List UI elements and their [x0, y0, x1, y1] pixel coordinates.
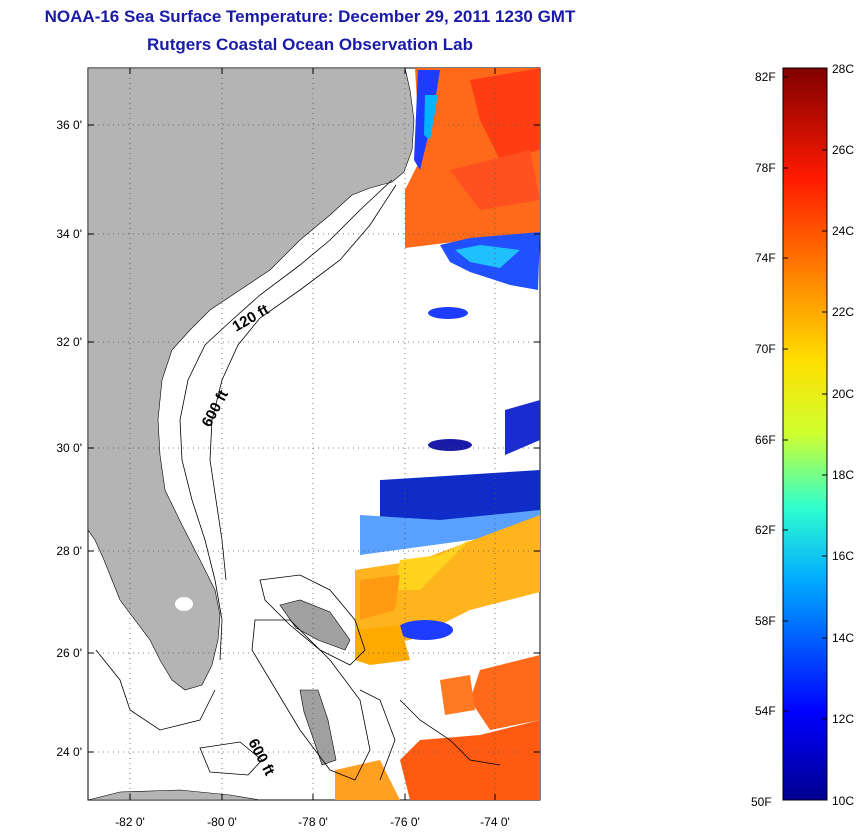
lat-label-28: 28 0' — [56, 544, 82, 558]
colorbar-f-66: 66F — [755, 433, 776, 447]
map-gridlines — [88, 68, 540, 800]
colorbar-c-24: 24C — [832, 224, 855, 238]
lat-label-32: 32 0' — [56, 335, 82, 349]
colorbar-f-62: 62F — [755, 523, 776, 537]
colorbar-f-58: 58F — [755, 614, 776, 628]
colorbar-c-26: 26C — [832, 143, 855, 157]
colorbar-c-12: 12C — [832, 712, 855, 726]
lon-label-80: -80 0' — [207, 815, 237, 829]
colorbar-f-54: 54F — [755, 704, 776, 718]
lat-label-24: 24 0' — [56, 745, 82, 759]
map-subtitle: Rutgers Coastal Ocean Observation Lab — [147, 35, 473, 54]
map-title: NOAA-16 Sea Surface Temperature: Decembe… — [44, 7, 576, 26]
cuba-land — [88, 789, 261, 800]
colorbar-f-78: 78F — [755, 161, 776, 175]
lat-label-34: 34 0' — [56, 227, 82, 241]
sst-data-layer — [335, 68, 540, 800]
map-ticks — [88, 68, 540, 800]
colorbar-f-74: 74F — [755, 251, 776, 265]
lat-label-36: 36 0' — [56, 118, 82, 132]
colorbar-f-70: 70F — [755, 342, 776, 356]
colorbar-f-82: 82F — [755, 70, 776, 84]
lon-label-74: -74 0' — [480, 815, 510, 829]
colorbar-c-28: 28C — [832, 62, 855, 76]
colorbar-ticks — [783, 67, 827, 720]
lon-label-78: -78 0' — [298, 815, 328, 829]
colorbar-c-10: 10C — [832, 794, 855, 808]
colorbar-c-18: 18C — [832, 468, 855, 482]
lat-label-26: 26 0' — [56, 646, 82, 660]
colorbar-c-14: 14C — [832, 631, 855, 645]
colorbar-c-16: 16C — [832, 549, 855, 563]
colorbar-f-50: 50F — [751, 795, 772, 809]
colorbar — [782, 67, 828, 801]
bahamas-land — [299, 689, 337, 766]
colorbar-c-20: 20C — [832, 387, 855, 401]
bathymetry-contours — [95, 179, 501, 781]
lon-label-76: -76 0' — [390, 815, 420, 829]
lat-label-30: 30 0' — [56, 441, 82, 455]
colorbar-c-22: 22C — [832, 305, 855, 319]
lon-label-82: -82 0' — [115, 815, 145, 829]
